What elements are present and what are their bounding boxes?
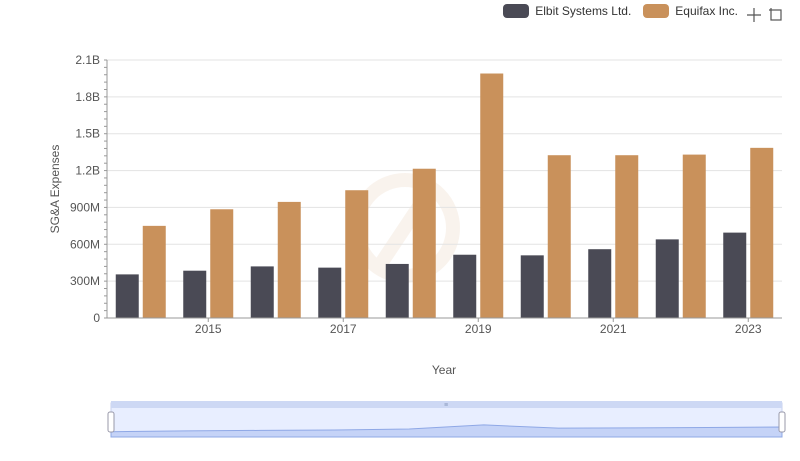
bar-elbit-2014[interactable] bbox=[115, 274, 139, 318]
crosshair-icon[interactable] bbox=[746, 7, 762, 23]
range-slider[interactable]: ≡ bbox=[107, 401, 786, 438]
legend-item-equifax[interactable]: Equifax Inc. bbox=[643, 4, 738, 18]
bar-elbit-2015[interactable] bbox=[183, 270, 207, 318]
bar-elbit-2021[interactable] bbox=[588, 249, 612, 318]
bar-equifax-2020[interactable] bbox=[547, 155, 571, 318]
bar-equifax-2015[interactable] bbox=[210, 209, 234, 318]
bar-equifax-2022[interactable] bbox=[682, 154, 706, 318]
range-slider-grip[interactable]: ≡ bbox=[444, 402, 448, 409]
grid-lines bbox=[107, 59, 782, 319]
x-tick-label: 2015 bbox=[195, 322, 222, 336]
bar-equifax-2017[interactable] bbox=[345, 190, 369, 318]
legend-swatch-elbit bbox=[503, 4, 530, 18]
y-tick-label: 900M bbox=[70, 200, 100, 214]
x-tick-label: 2019 bbox=[465, 322, 492, 336]
y-tick-label: 0 bbox=[93, 311, 100, 325]
legend: Elbit Systems Ltd. Equifax Inc. bbox=[503, 4, 738, 18]
y-tick-label: 300M bbox=[70, 274, 100, 288]
bar-equifax-2021[interactable] bbox=[615, 155, 639, 318]
bar-equifax-2014[interactable] bbox=[142, 225, 166, 318]
bar-equifax-2023[interactable] bbox=[750, 147, 774, 318]
x-tick-label: 2023 bbox=[735, 322, 762, 336]
y-tick-label: 1.2B bbox=[75, 164, 100, 178]
y-tick-label: 1.5B bbox=[75, 127, 100, 141]
x-axis-title: Year bbox=[432, 363, 456, 377]
range-slider-right-handle[interactable] bbox=[778, 411, 786, 433]
y-axis-title: SG&A Expenses bbox=[48, 145, 62, 234]
x-tick-label: 2017 bbox=[330, 322, 357, 336]
bar-elbit-2022[interactable] bbox=[655, 239, 679, 318]
bar-elbit-2018[interactable] bbox=[385, 263, 409, 318]
y-tick-label: 600M bbox=[70, 237, 100, 251]
y-tick-label: 1.8B bbox=[75, 90, 100, 104]
watermark-logo bbox=[350, 173, 460, 283]
bar-elbit-2023[interactable] bbox=[723, 232, 747, 318]
bar-equifax-2018[interactable] bbox=[412, 168, 436, 318]
range-slider-left-handle[interactable] bbox=[107, 411, 115, 433]
bar-equifax-2016[interactable] bbox=[277, 201, 301, 318]
y-tick-label: 2.1B bbox=[75, 53, 100, 67]
legend-label-elbit: Elbit Systems Ltd. bbox=[535, 4, 632, 18]
bar-equifax-2019[interactable] bbox=[480, 73, 504, 318]
bar-elbit-2017[interactable] bbox=[318, 267, 342, 318]
bars bbox=[115, 73, 774, 318]
reset-zoom-icon[interactable] bbox=[768, 7, 784, 23]
bar-elbit-2020[interactable] bbox=[520, 255, 544, 318]
bar-elbit-2016[interactable] bbox=[250, 266, 274, 318]
legend-swatch-equifax bbox=[643, 4, 670, 18]
x-tick-label: 2021 bbox=[600, 322, 627, 336]
legend-label-equifax: Equifax Inc. bbox=[675, 4, 738, 18]
bar-elbit-2019[interactable] bbox=[453, 254, 477, 318]
range-slider-top-bar[interactable] bbox=[111, 401, 782, 408]
legend-item-elbit[interactable]: Elbit Systems Ltd. bbox=[503, 4, 631, 18]
